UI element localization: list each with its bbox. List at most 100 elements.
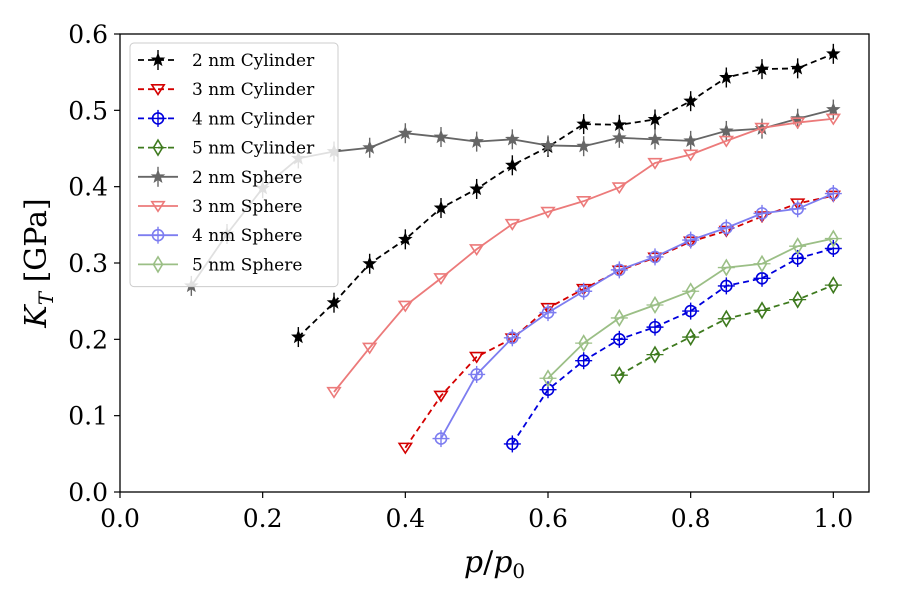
legend-entry: 2 nm Cylinder <box>138 50 315 71</box>
data-point <box>682 149 699 162</box>
data-point <box>683 93 698 108</box>
data-point <box>469 133 484 148</box>
x-tick-label: 0.2 <box>243 504 283 533</box>
legend-marker <box>150 84 166 96</box>
legend-label: 3 nm Sphere <box>192 197 302 217</box>
data-point <box>610 308 628 328</box>
data-point <box>718 135 735 148</box>
data-point <box>647 157 663 170</box>
x-tick-label: 0.0 <box>100 504 140 533</box>
x-tick-label: 0.8 <box>671 504 711 533</box>
data-point <box>647 111 663 126</box>
data-point <box>646 318 664 336</box>
series-5-nm-cylinder <box>610 276 842 385</box>
data-point <box>824 229 842 248</box>
data-point <box>611 182 628 195</box>
data-point <box>612 130 627 144</box>
data-point <box>683 133 698 148</box>
data-point <box>540 206 556 219</box>
data-point <box>575 196 592 208</box>
data-point <box>468 244 485 257</box>
data-point <box>646 345 664 364</box>
data-point <box>326 295 342 309</box>
data-point <box>610 366 628 385</box>
legend-entry: 3 nm Sphere <box>138 197 302 217</box>
series-layer <box>184 43 842 455</box>
legend-marker <box>149 255 167 274</box>
legend-label: 5 nm Sphere <box>192 255 302 275</box>
y-axis-label: KT [GPa] <box>19 198 58 328</box>
y-tick-label: 0.3 <box>68 249 108 278</box>
legend-label: 4 nm Cylinder <box>192 109 315 129</box>
data-point <box>826 46 841 61</box>
data-point <box>362 256 377 270</box>
legend-marker <box>149 109 167 127</box>
series-3-nm-cylinder <box>397 190 842 455</box>
data-point <box>539 369 557 388</box>
y-tick-label: 0.0 <box>68 478 108 507</box>
data-point <box>291 329 306 344</box>
series-4-nm-sphere <box>432 185 842 448</box>
legend-entry: 4 nm Sphere <box>138 226 302 246</box>
data-point <box>433 390 449 403</box>
data-point <box>575 282 593 300</box>
axes-layer: 0.0 0.2 0.4 0.6 0.8 1.0 0.0 0.1 0.2 0.3 0.4 0.5 0.6 <box>68 20 870 533</box>
legend-entry: 2 nm Sphere <box>138 166 302 188</box>
data-point <box>433 273 449 286</box>
legend-entry: 5 nm Sphere <box>138 255 302 275</box>
data-point <box>362 140 377 154</box>
data-point <box>468 351 485 364</box>
data-point <box>398 231 413 246</box>
axis-labels: p/p0 KT [GPa] <box>19 198 525 583</box>
legend-marker <box>150 52 166 67</box>
legend-label: 3 nm Cylinder <box>192 80 315 100</box>
data-point <box>753 301 771 320</box>
data-point <box>397 300 414 313</box>
legend: 2 nm Cylinder 3 nm Cylinder 4 nm Cylinder 5… <box>129 42 339 288</box>
data-point <box>575 352 593 370</box>
legend-label: 2 nm Sphere <box>192 168 302 188</box>
data-point <box>575 334 593 353</box>
data-point <box>539 304 557 322</box>
series-4-nm-cylinder <box>503 239 842 453</box>
legend-label: 4 nm Sphere <box>192 226 302 246</box>
data-point <box>753 204 771 222</box>
data-point <box>789 200 807 218</box>
data-point <box>824 276 842 295</box>
legend-label: 2 nm Cylinder <box>192 51 315 71</box>
series-line <box>404 194 834 449</box>
series-line <box>440 192 834 440</box>
data-point <box>682 302 700 320</box>
data-point <box>682 282 700 301</box>
data-point <box>717 309 735 328</box>
legend-entry: 5 nm Cylinder <box>138 138 315 159</box>
data-point <box>824 185 842 203</box>
data-point <box>326 386 342 399</box>
y-tick-label: 0.4 <box>68 173 108 202</box>
legend-entry: 4 nm Cylinder <box>138 109 315 129</box>
data-point <box>754 61 770 76</box>
data-point <box>826 101 841 116</box>
data-point <box>717 277 735 295</box>
legend-marker <box>150 169 166 183</box>
legend-marker <box>149 226 167 244</box>
data-point <box>397 442 414 455</box>
data-point <box>682 327 700 347</box>
legend-entry: 3 nm Cylinder <box>138 80 315 100</box>
y-tick-label: 0.5 <box>68 96 108 125</box>
x-tick-label: 1.0 <box>813 504 853 533</box>
data-point <box>432 430 450 448</box>
data-point <box>576 138 591 153</box>
data-point <box>398 125 413 140</box>
legend-box <box>129 42 339 288</box>
legend-label: 5 nm Cylinder <box>192 139 315 159</box>
series-5-nm-sphere <box>539 229 842 388</box>
data-point <box>754 122 770 135</box>
data-point <box>647 131 663 146</box>
data-point <box>789 117 806 130</box>
data-point <box>824 239 842 257</box>
data-point <box>612 117 627 132</box>
series-3-nm-sphere <box>326 113 842 399</box>
